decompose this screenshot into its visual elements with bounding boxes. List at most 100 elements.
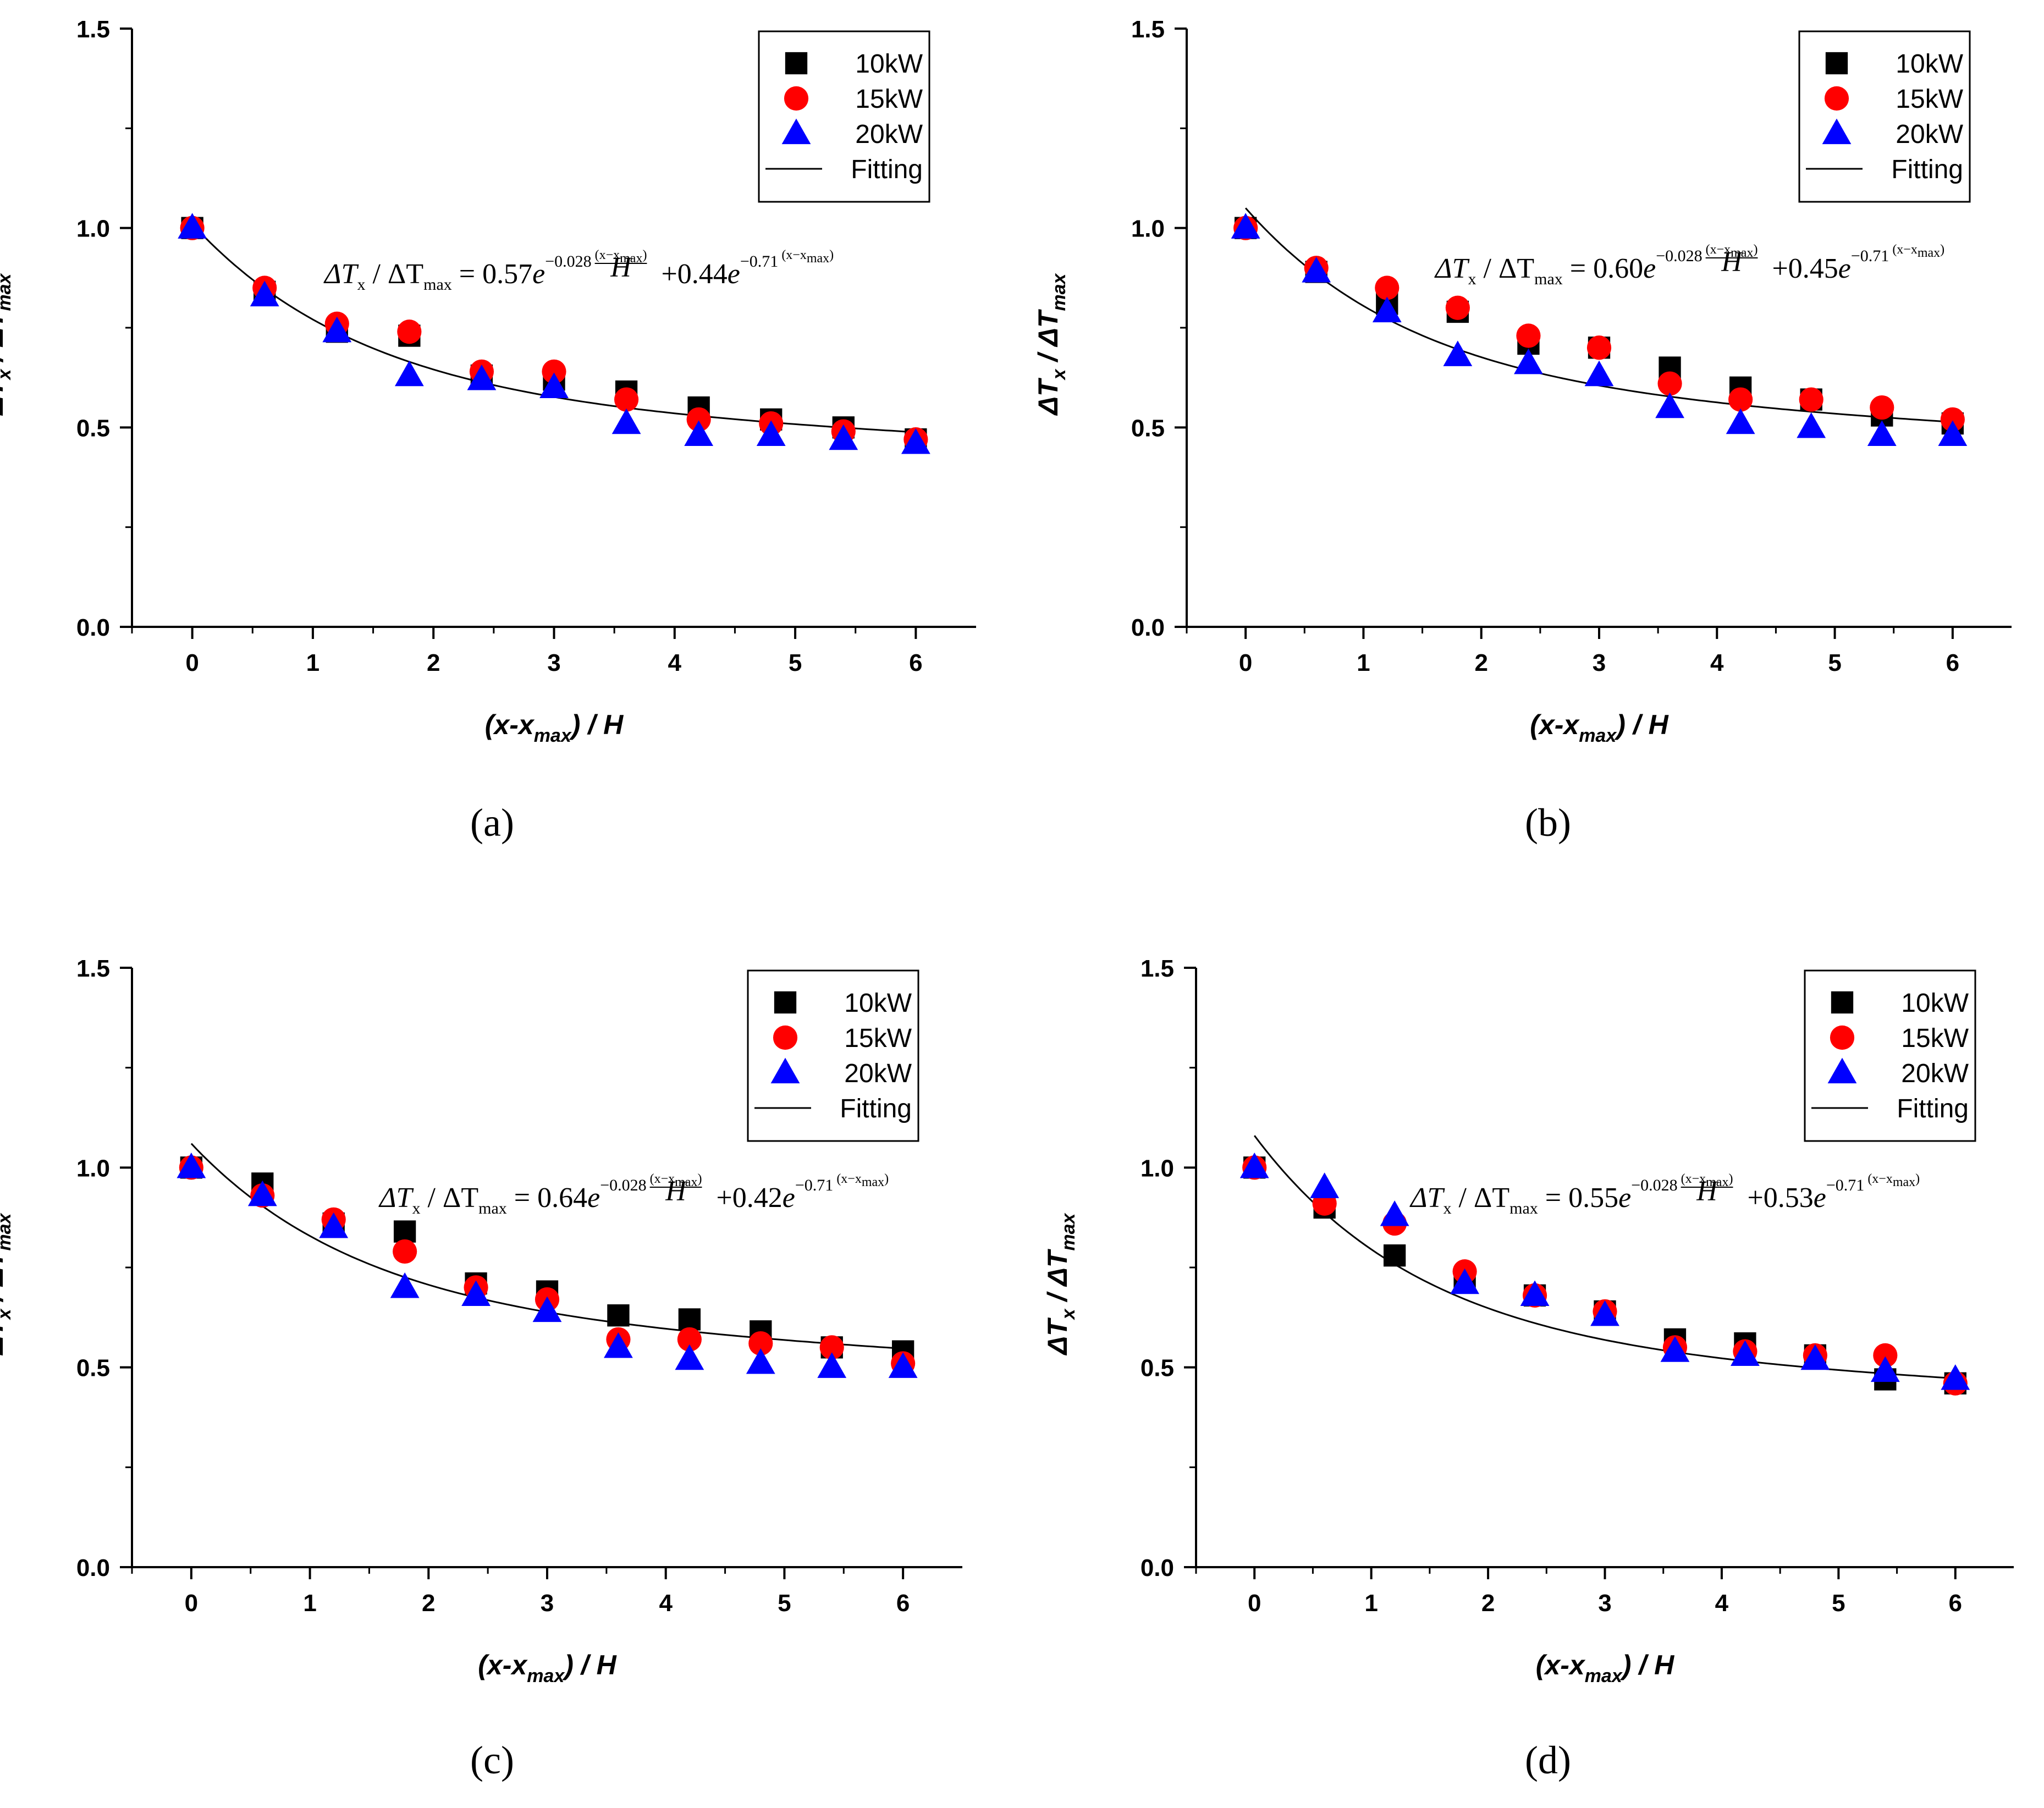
data-point-20kW [1310,1172,1340,1198]
legend-swatch-15kW [1824,86,1849,111]
x-tick-label: 0 [185,649,199,676]
text-part: max [423,275,452,294]
text-part: (x−x [836,1172,862,1186]
data-point-20kW [178,213,207,239]
data-point-10kW [607,1304,630,1327]
text-part: max [1579,725,1617,746]
text-part: (x-x [485,709,535,740]
text-part: max [1918,246,1940,260]
y-tick-label: 1.0 [76,216,110,242]
text-part: max [1509,1199,1538,1217]
data-point-15kW [1870,395,1894,420]
text-part: −0.71 [795,1176,833,1194]
x-tick-label: 5 [789,649,802,676]
fraction-denominator: H [610,252,632,283]
x-tick-label: 4 [1715,1590,1729,1617]
x-tick-label: 5 [1832,1590,1845,1617]
x-tick-label: 1 [306,649,319,676]
text-part: (x−x [781,248,807,262]
text-part: ΔT [323,258,359,290]
legend-label: Fitting [840,1094,912,1123]
fitting-curve [1244,207,1953,423]
data-point-20kW [390,1272,420,1298]
text-part: e [532,258,545,290]
data-point-15kW [1728,387,1753,412]
panel-caption: (d) [1525,1738,1571,1782]
text-part: −0.71 [1851,247,1889,265]
y-axis-label: ΔTx / ΔTmax [1033,272,1070,416]
data-point-20kW [322,316,352,343]
text-part: 0.44 [677,258,728,290]
data-point-15kW [748,1331,773,1356]
x-tick-label: 3 [1593,649,1606,676]
text-part: e [783,1182,795,1214]
legend-swatch-15kW [773,1025,798,1050]
data-point-20kW [829,424,858,450]
text-part: 0.64 [537,1182,587,1214]
data-point-20kW [1443,340,1473,366]
x-axis-label: (x-xmax) / H [1530,709,1668,746]
text-part: = [1538,1182,1568,1214]
data-point-20kW [1655,392,1684,418]
x-tick-label: 0 [1239,649,1252,676]
data-point-20kW [746,1348,775,1374]
fitting-curve [1254,1135,1955,1380]
legend-swatch-10kW [774,991,797,1014]
data-point-15kW [1873,1343,1898,1368]
x-axis-label: (x-xmax) / H [1536,1650,1674,1686]
text-part: −0.71 [740,252,778,271]
x-tick-label: 6 [1949,1590,1962,1617]
data-point-20kW [1380,1200,1409,1226]
text-part: ) [1940,242,1944,257]
legend-label: 15kW [855,85,923,114]
y-axis-label: ΔTx / ΔTmax [0,272,15,416]
legend-swatch-20kW [781,118,811,145]
text-part: max [478,1199,507,1217]
y-tick-label: 0.5 [1131,415,1165,442]
legend-label: 10kW [1901,989,1969,1018]
text-part: max [0,1212,15,1250]
text-part: 0.53 [1764,1182,1814,1214]
text-part: ) [697,1172,702,1186]
data-point-20kW [1231,213,1260,239]
fit-equation: ΔTx / ΔTmax = 0.64e−0.028 (x−xmax)+0.42e−… [378,1172,889,1217]
y-tick-label: 0.5 [76,1355,110,1382]
text-part: max [862,1175,884,1189]
text-part: + [1747,1182,1763,1214]
data-point-20kW [247,1180,277,1206]
x-tick-label: 2 [1481,1590,1495,1617]
text-part: −0.028 [545,252,591,271]
x-tick-label: 3 [547,649,560,676]
text-part: ΔT [0,1317,9,1356]
text-part: x [1468,270,1476,288]
text-part: ) [1728,1172,1733,1186]
data-point-20kW [532,1296,562,1322]
legend-label: 15kW [844,1024,912,1053]
data-point-10kW [678,1308,701,1331]
text-part: max [527,1666,565,1686]
data-point-15kW [542,359,566,384]
legend-swatch-10kW [785,52,808,75]
x-tick-label: 2 [427,649,440,676]
x-tick-label: 4 [659,1590,673,1617]
data-point-20kW [1941,1364,1970,1390]
series-20kW [1231,213,1968,446]
x-tick-label: 6 [909,649,922,676]
data-point-20kW [1726,408,1755,434]
text-part: (x-x [1536,1650,1586,1680]
text-part: ΔT [1409,1182,1445,1214]
legend-swatch-15kW [1830,1025,1855,1050]
data-point-20kW [1372,296,1402,323]
text-part: = [1563,253,1593,284]
text-part: ) / H [561,1650,616,1680]
data-point-15kW [393,1239,417,1264]
panel-caption: (b) [1525,801,1571,845]
data-point-15kW [614,387,639,412]
data-point-20kW [1302,257,1331,283]
text-part: e [1643,253,1656,284]
y-tick-label: 1.5 [1141,955,1174,982]
legend-swatch-20kW [770,1057,800,1084]
text-part: / ΔT [0,308,9,369]
